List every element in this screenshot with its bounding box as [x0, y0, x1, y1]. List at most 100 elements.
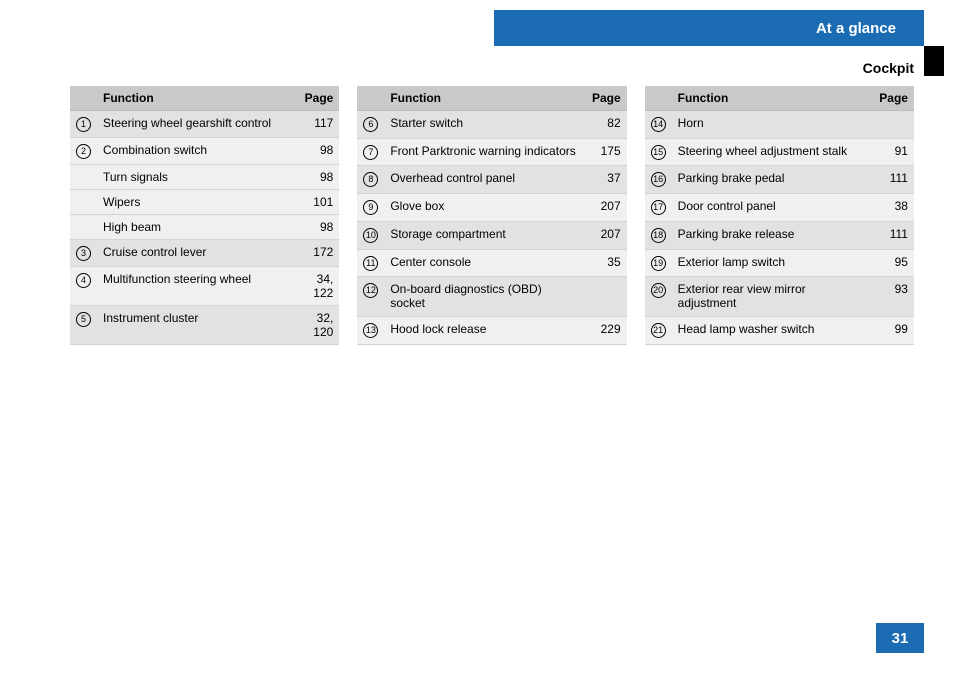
page-cell: 101 — [295, 190, 339, 215]
table-row: 18 Parking brake release111 — [645, 221, 914, 249]
callout-circle-icon: 12 — [363, 283, 378, 298]
callout-circle-icon: 7 — [363, 145, 378, 160]
table-row: 16 Parking brake pedal111 — [645, 166, 914, 194]
function-cell: Storage compartment — [384, 221, 582, 249]
table-row: 5 Instrument cluster32, 120 — [70, 306, 339, 345]
col-header-num — [645, 86, 672, 111]
function-cell: Parking brake pedal — [672, 166, 870, 194]
table-row: 2 Combination switch98 — [70, 138, 339, 165]
function-cell: Center console — [384, 249, 582, 277]
function-cell: Parking brake release — [672, 221, 870, 249]
table-row: High beam98 — [70, 215, 339, 240]
table-row: 13Hood lock release229 — [357, 317, 626, 345]
page-cell: 98 — [295, 215, 339, 240]
callout-circle-icon: 17 — [651, 200, 666, 215]
function-cell: Front Parktronic warning indicators — [384, 138, 582, 166]
edge-marker — [924, 46, 944, 76]
row-number-cell: 2 — [70, 138, 97, 165]
row-number-cell: 13 — [357, 317, 384, 345]
callout-circle-icon: 5 — [76, 312, 91, 327]
callout-circle-icon: 19 — [651, 256, 666, 271]
function-cell: Exterior rear view mirror adjustment — [672, 277, 870, 317]
page-cell — [583, 277, 627, 317]
row-number-cell — [70, 190, 97, 215]
function-cell: Hood lock release — [384, 317, 582, 345]
function-cell: Cruise control lever — [97, 240, 295, 267]
function-cell: Door control panel — [672, 194, 870, 222]
page-cell: 117 — [295, 111, 339, 138]
function-cell: Turn signals — [97, 165, 295, 190]
table-row: 1 Steering wheel gearshift control117 — [70, 111, 339, 138]
function-cell: Instrument cluster — [97, 306, 295, 345]
table-row: 21Head lamp washer switch99 — [645, 317, 914, 345]
page-cell — [870, 111, 914, 139]
page-cell: 91 — [870, 138, 914, 166]
callout-circle-icon: 6 — [363, 117, 378, 132]
function-cell: Steering wheel adjustment stalk — [672, 138, 870, 166]
table-row: 3Cruise control lever172 — [70, 240, 339, 267]
function-cell: Glove box — [384, 194, 582, 222]
page-number-badge: 31 — [876, 623, 924, 653]
callout-circle-icon: 2 — [76, 144, 91, 159]
page-cell: 95 — [870, 249, 914, 277]
header-tab-label: At a glance — [816, 20, 896, 37]
table-row: 10Storage compartment207 — [357, 221, 626, 249]
page-cell: 34, 122 — [295, 267, 339, 306]
callout-circle-icon: 11 — [363, 256, 378, 271]
function-cell: Combination switch — [97, 138, 295, 165]
row-number-cell: 19 — [645, 249, 672, 277]
header-tab: At a glance — [494, 10, 924, 46]
callout-circle-icon: 4 — [76, 273, 91, 288]
table-row: 8Overhead control panel37 — [357, 166, 626, 194]
row-number-cell: 21 — [645, 317, 672, 345]
table-row: 17Door control panel38 — [645, 194, 914, 222]
table-row: 20Exterior rear view mirror adjustment93 — [645, 277, 914, 317]
function-cell: Wipers — [97, 190, 295, 215]
page-cell: 111 — [870, 166, 914, 194]
callout-circle-icon: 15 — [651, 145, 666, 160]
row-number-cell: 8 — [357, 166, 384, 194]
page-cell: 32, 120 — [295, 306, 339, 345]
row-number-cell: 7 — [357, 138, 384, 166]
table-row: 4 Multifunction steering wheel34, 122 — [70, 267, 339, 306]
function-cell: Horn — [672, 111, 870, 139]
row-number-cell: 17 — [645, 194, 672, 222]
callout-circle-icon: 1 — [76, 117, 91, 132]
page-cell: 82 — [583, 111, 627, 139]
col-header-num — [70, 86, 97, 111]
row-number-cell — [70, 215, 97, 240]
callout-circle-icon: 20 — [651, 283, 666, 298]
col-header-function: Function — [384, 86, 582, 111]
table-row: Wipers101 — [70, 190, 339, 215]
page-cell: 111 — [870, 221, 914, 249]
table-row: 12 On-board diagnostics (OBD) socket — [357, 277, 626, 317]
function-table-3: FunctionPage14Horn15Steering wheel adjus… — [645, 86, 914, 345]
callout-circle-icon: 3 — [76, 246, 91, 261]
col-header-num — [357, 86, 384, 111]
callout-circle-icon: 16 — [651, 172, 666, 187]
function-table-1: FunctionPage1Steering wheel gearshift co… — [70, 86, 339, 345]
row-number-cell: 10 — [357, 221, 384, 249]
callout-circle-icon: 21 — [651, 323, 666, 338]
page-cell: 35 — [583, 249, 627, 277]
table-row: 15 Steering wheel adjustment stalk91 — [645, 138, 914, 166]
function-cell: On-board diagnostics (OBD) socket — [384, 277, 582, 317]
function-cell: Steering wheel gearshift control — [97, 111, 295, 138]
callout-circle-icon: 18 — [651, 228, 666, 243]
function-cell: Overhead control panel — [384, 166, 582, 194]
table-row: 14Horn — [645, 111, 914, 139]
function-cell: Exterior lamp switch — [672, 249, 870, 277]
page-cell: 175 — [583, 138, 627, 166]
callout-circle-icon: 10 — [363, 228, 378, 243]
page-cell: 99 — [870, 317, 914, 345]
table-row: 9Glove box207 — [357, 194, 626, 222]
function-cell: Multifunction steering wheel — [97, 267, 295, 306]
section-title: Cockpit — [863, 60, 914, 76]
callout-circle-icon: 13 — [363, 323, 378, 338]
row-number-cell: 4 — [70, 267, 97, 306]
page-cell: 98 — [295, 138, 339, 165]
row-number-cell: 16 — [645, 166, 672, 194]
tables-container: FunctionPage1Steering wheel gearshift co… — [70, 86, 914, 345]
row-number-cell: 9 — [357, 194, 384, 222]
function-table-2: FunctionPage6Starter switch827Front Park… — [357, 86, 626, 345]
